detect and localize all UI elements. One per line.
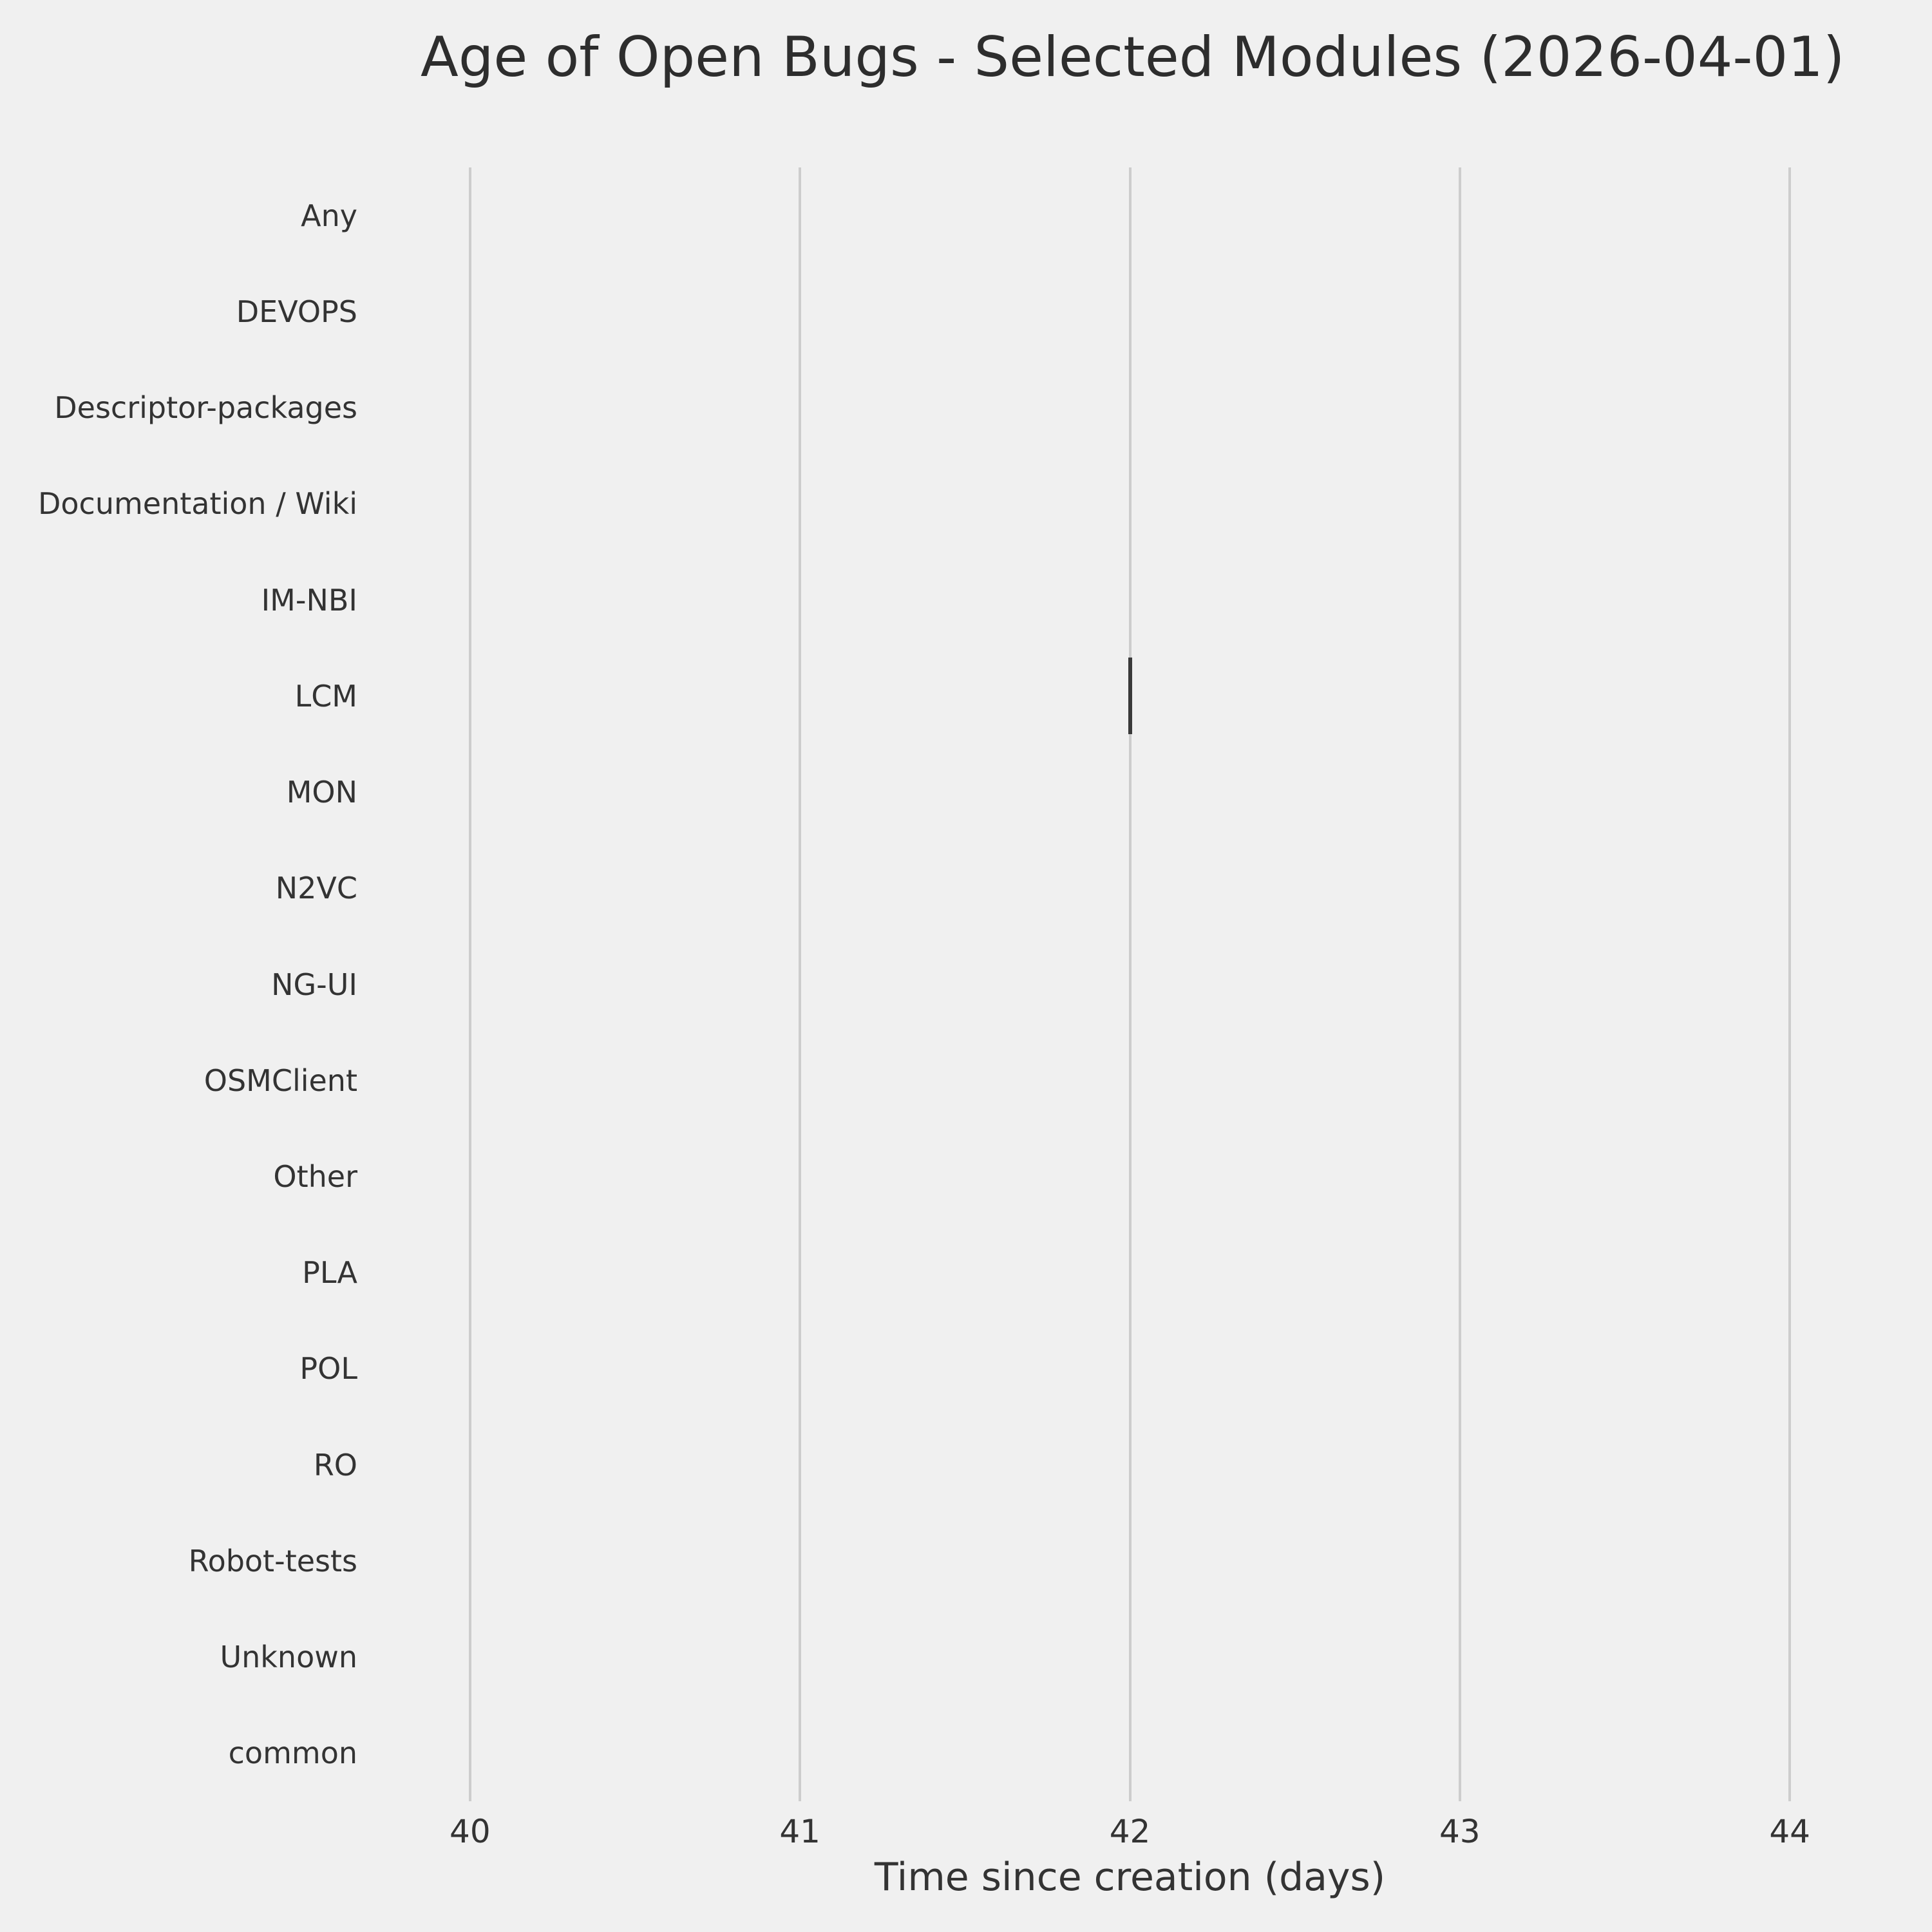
- plot-area: [421, 167, 1839, 1801]
- y-tick-label-devops: DEVOPS: [236, 294, 357, 329]
- y-tick-label-pla: PLA: [302, 1255, 357, 1291]
- y-tick-label-documentation-wiki: Documentation / Wiki: [37, 486, 357, 522]
- y-tick-label-mon: MON: [286, 775, 357, 810]
- y-tick-label-im-nbi: IM-NBI: [261, 582, 357, 618]
- y-tick-label-any: Any: [301, 198, 357, 233]
- gridline-x-44: [1788, 167, 1792, 1801]
- y-tick-label-n2vc: N2VC: [275, 871, 357, 906]
- y-tick-label-descriptor-packages: Descriptor-packages: [54, 390, 357, 426]
- y-tick-label-ro: RO: [313, 1447, 357, 1482]
- y-tick-label-pol: POL: [299, 1351, 357, 1387]
- y-tick-label-other: Other: [273, 1159, 357, 1194]
- y-tick-label-lcm: LCM: [294, 678, 357, 714]
- y-tick-label-ng-ui: NG-UI: [271, 967, 357, 1002]
- y-tick-label-common: common: [228, 1736, 357, 1771]
- y-tick-label-unknown: Unknown: [220, 1640, 357, 1675]
- x-tick-label-42: 42: [1109, 1813, 1151, 1850]
- gridline-x-42: [1128, 167, 1132, 1801]
- x-tick-label-44: 44: [1769, 1813, 1810, 1850]
- x-tick-label-43: 43: [1439, 1813, 1481, 1850]
- x-tick-label-41: 41: [779, 1813, 820, 1850]
- y-tick-label-robot-tests: Robot-tests: [188, 1543, 357, 1578]
- x-tick-label-40: 40: [450, 1813, 491, 1850]
- x-axis-title: Time since creation (days): [874, 1855, 1386, 1900]
- gridline-x-41: [799, 167, 802, 1801]
- gridline-x-40: [468, 167, 471, 1801]
- box-mark-lcm: [1128, 658, 1132, 735]
- y-tick-label-osmclient: OSMClient: [204, 1063, 357, 1098]
- gridline-x-43: [1458, 167, 1461, 1801]
- chart-title: Age of Open Bugs - Selected Modules (202…: [421, 25, 1845, 90]
